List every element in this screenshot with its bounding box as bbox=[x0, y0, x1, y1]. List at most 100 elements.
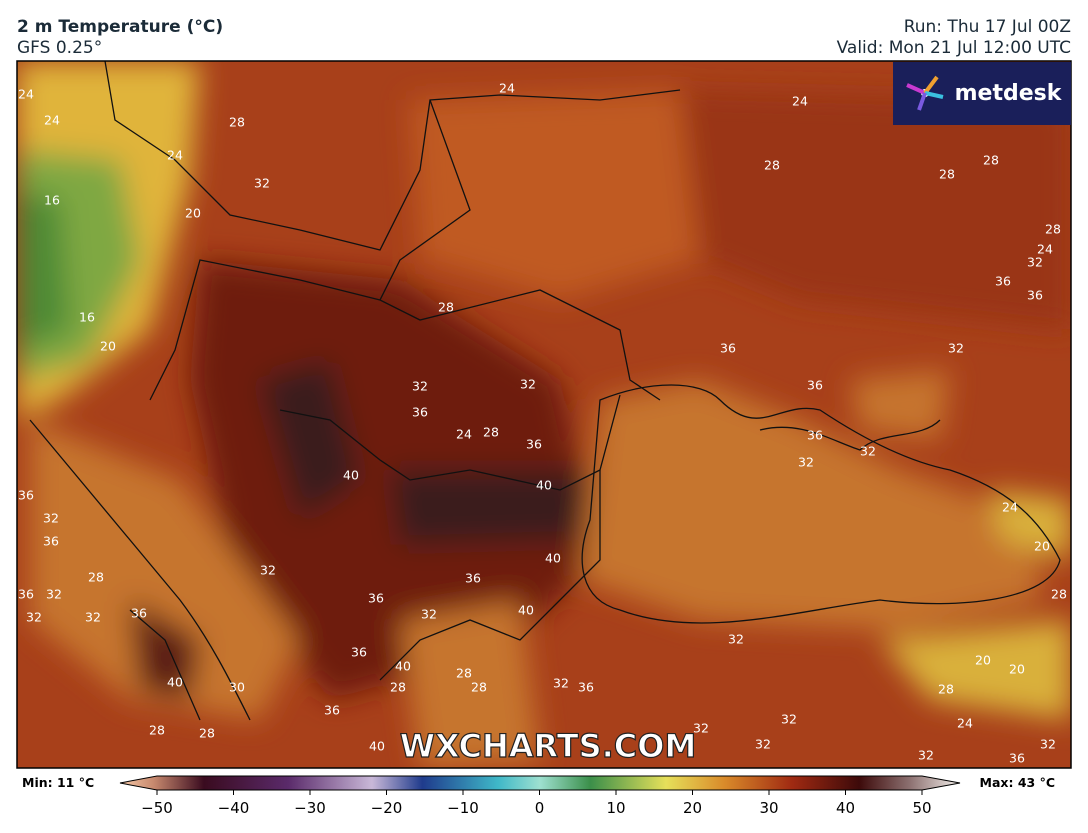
contour-label: 28 bbox=[390, 680, 406, 695]
contour-label: 24 bbox=[18, 87, 34, 102]
contour-label: 36 bbox=[995, 274, 1011, 289]
contour-label: 20 bbox=[100, 339, 116, 354]
contour-label: 28 bbox=[456, 666, 472, 681]
contour-label: 32 bbox=[260, 563, 276, 578]
tick-label: 0 bbox=[535, 799, 545, 817]
contour-label: 32 bbox=[421, 607, 437, 622]
tick-label: −40 bbox=[218, 799, 250, 817]
contour-label: 32 bbox=[1040, 737, 1056, 752]
contour-label: 36 bbox=[1027, 288, 1043, 303]
tick-label: 20 bbox=[683, 799, 702, 817]
contour-label: 28 bbox=[939, 167, 955, 182]
contour-label: 24 bbox=[167, 148, 183, 163]
contour-label: 40 bbox=[167, 675, 183, 690]
contour-label: 28 bbox=[229, 115, 245, 130]
contour-label: 28 bbox=[471, 680, 487, 695]
contour-label: 28 bbox=[1051, 587, 1067, 602]
tick-label: 30 bbox=[759, 799, 778, 817]
contour-label: 28 bbox=[438, 300, 454, 315]
contour-label: 30 bbox=[229, 680, 245, 695]
tick-label: −50 bbox=[141, 799, 173, 817]
contour-label: 40 bbox=[343, 468, 359, 483]
contour-label: 36 bbox=[351, 645, 367, 660]
contour-label: 32 bbox=[728, 632, 744, 647]
logo-text: metdesk bbox=[955, 81, 1063, 106]
contour-label: 32 bbox=[755, 737, 771, 752]
contour-label: 20 bbox=[1034, 539, 1050, 554]
contour-label: 36 bbox=[465, 571, 481, 586]
contour-label: 24 bbox=[44, 113, 60, 128]
contour-label: 24 bbox=[792, 94, 808, 109]
contour-label: 20 bbox=[1009, 662, 1025, 677]
contour-label: 32 bbox=[412, 379, 428, 394]
contour-label: 36 bbox=[1009, 751, 1025, 766]
contour-label: 32 bbox=[693, 721, 709, 736]
model: GFS 0.25° bbox=[17, 38, 102, 58]
contour-label: 40 bbox=[518, 603, 534, 618]
tick-label: 40 bbox=[836, 799, 855, 817]
contour-label: 16 bbox=[79, 310, 95, 325]
contour-label: 16 bbox=[44, 193, 60, 208]
contour-label: 36 bbox=[18, 587, 34, 602]
contour-label: 36 bbox=[412, 405, 428, 420]
valid-time: Valid: Mon 21 Jul 12:00 UTC bbox=[837, 38, 1071, 58]
contour-label: 36 bbox=[368, 591, 384, 606]
logo-icon bbox=[906, 75, 944, 111]
contour-label: 32 bbox=[918, 748, 934, 763]
contour-label: 36 bbox=[324, 703, 340, 718]
contour-label: 24 bbox=[456, 427, 472, 442]
min-label: Min: 11 °C bbox=[22, 775, 94, 790]
contour-label: 36 bbox=[131, 606, 147, 621]
contour-label: 28 bbox=[983, 153, 999, 168]
contour-label: 28 bbox=[483, 425, 499, 440]
contour-label: 40 bbox=[395, 659, 411, 674]
contour-label: 24 bbox=[957, 716, 973, 731]
contour-label: 36 bbox=[807, 378, 823, 393]
contour-label: 32 bbox=[43, 511, 59, 526]
contour-label: 28 bbox=[149, 723, 165, 738]
contour-label: 32 bbox=[46, 587, 62, 602]
tick-label: −20 bbox=[371, 799, 403, 817]
tick-label: −10 bbox=[447, 799, 479, 817]
contour-label: 28 bbox=[88, 570, 104, 585]
contour-label: 24 bbox=[1037, 242, 1053, 257]
contour-label: 32 bbox=[85, 610, 101, 625]
contour-label: 32 bbox=[781, 712, 797, 727]
contour-label: 36 bbox=[807, 428, 823, 443]
contour-label: 36 bbox=[18, 488, 34, 503]
contour-label: 32 bbox=[860, 444, 876, 459]
contour-label: 32 bbox=[1027, 255, 1043, 270]
contour-label: 24 bbox=[499, 81, 515, 96]
run-time: Run: Thu 17 Jul 00Z bbox=[904, 17, 1071, 37]
contour-label: 32 bbox=[798, 455, 814, 470]
contour-label: 32 bbox=[520, 377, 536, 392]
tick-label: −30 bbox=[294, 799, 326, 817]
map-frame bbox=[16, 60, 1072, 769]
contour-label: 28 bbox=[199, 726, 215, 741]
contour-label: 20 bbox=[975, 653, 991, 668]
watermark: WXCHARTS.COM bbox=[400, 727, 697, 765]
contour-label: 28 bbox=[938, 682, 954, 697]
contour-label: 36 bbox=[578, 680, 594, 695]
contour-label: 28 bbox=[764, 158, 780, 173]
contour-label: 40 bbox=[545, 551, 561, 566]
contour-label: 32 bbox=[26, 610, 42, 625]
contour-label: 40 bbox=[369, 739, 385, 754]
tick-label: 10 bbox=[606, 799, 625, 817]
contour-label: 32 bbox=[553, 676, 569, 691]
max-label: Max: 43 °C bbox=[980, 775, 1055, 790]
contour-label: 32 bbox=[948, 341, 964, 356]
contour-label: 32 bbox=[254, 176, 270, 191]
contour-label: 36 bbox=[526, 437, 542, 452]
contour-label: 28 bbox=[1045, 222, 1061, 237]
title: 2 m Temperature (°C) bbox=[17, 17, 223, 37]
contour-label: 24 bbox=[1002, 500, 1018, 515]
colorbar bbox=[119, 775, 961, 791]
borders bbox=[29, 61, 1061, 721]
contour-label: 20 bbox=[185, 206, 201, 221]
contour-label: 36 bbox=[720, 341, 736, 356]
